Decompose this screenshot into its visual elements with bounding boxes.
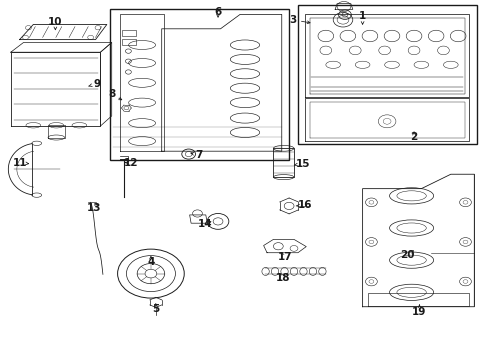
Text: 4: 4 [147,257,155,267]
Text: 18: 18 [276,273,291,283]
Text: 15: 15 [295,159,310,169]
Text: 6: 6 [215,6,221,17]
Text: 8: 8 [108,89,115,99]
Text: 2: 2 [411,132,417,142]
Bar [273,148,294,177]
Bar [122,30,136,36]
Text: 7: 7 [195,150,202,160]
Bar [110,9,289,160]
Bar [122,39,136,45]
Text: 20: 20 [400,250,415,260]
Text: 1: 1 [359,11,366,21]
Text: 10: 10 [48,17,63,27]
Text: 12: 12 [124,158,139,168]
Text: 9: 9 [94,78,100,89]
Text: 3: 3 [290,15,296,25]
Text: 13: 13 [87,203,101,213]
Text: 19: 19 [412,307,427,318]
Text: 16: 16 [297,200,312,210]
Text: 11: 11 [12,158,27,168]
Text: 5: 5 [152,304,159,314]
Text: 17: 17 [278,252,293,262]
Bar [298,5,477,144]
Text: 14: 14 [197,219,212,229]
